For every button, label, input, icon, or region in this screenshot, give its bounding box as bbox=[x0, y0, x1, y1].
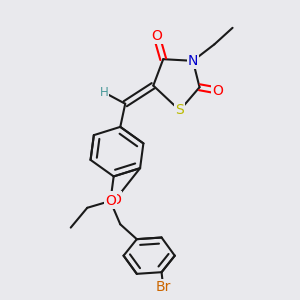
Text: O: O bbox=[110, 193, 121, 206]
Text: Br: Br bbox=[155, 280, 171, 294]
Text: N: N bbox=[188, 54, 198, 68]
Text: S: S bbox=[175, 103, 184, 117]
Text: O: O bbox=[212, 84, 223, 98]
Text: O: O bbox=[105, 194, 116, 208]
Text: H: H bbox=[99, 86, 108, 99]
Text: O: O bbox=[151, 29, 162, 43]
